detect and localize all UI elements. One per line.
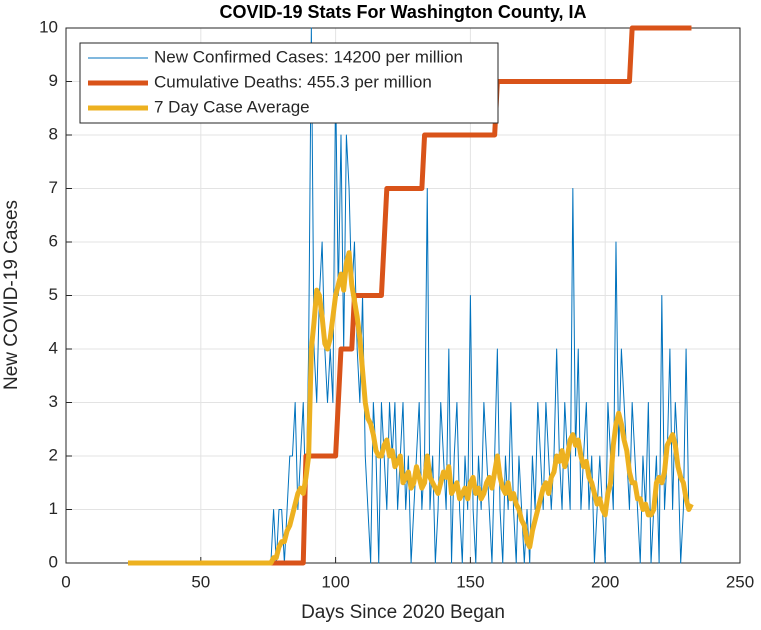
y-tick-label: 10 xyxy=(39,17,58,36)
y-tick-label: 7 xyxy=(49,178,58,197)
y-tick-label: 4 xyxy=(49,338,58,357)
y-tick-label: 9 xyxy=(49,71,58,90)
chart-title: COVID-19 Stats For Washington County, IA xyxy=(219,2,586,22)
y-tick-label: 6 xyxy=(49,231,58,250)
legend-label: New Confirmed Cases: 14200 per million xyxy=(154,47,463,66)
y-tick-label: 5 xyxy=(49,285,58,304)
legend-label: 7 Day Case Average xyxy=(154,97,310,116)
x-axis-label: Days Since 2020 Began xyxy=(301,602,505,623)
x-tick-label: 100 xyxy=(321,572,349,591)
legend-label: Cumulative Deaths: 455.3 per million xyxy=(154,72,432,91)
plot-frame xyxy=(65,27,741,564)
x-tick-label: 250 xyxy=(726,572,754,591)
y-axis-label: New COVID-19 Cases xyxy=(1,200,22,390)
y-tick-label: 3 xyxy=(49,392,58,411)
x-tick-label: 200 xyxy=(591,572,619,591)
y-tick-label: 1 xyxy=(49,499,58,518)
x-tick-label: 0 xyxy=(61,572,70,591)
y-tick-label: 0 xyxy=(49,552,58,571)
y-tick-label: 2 xyxy=(49,445,58,464)
x-tick-label: 150 xyxy=(456,572,484,591)
y-tick-label: 8 xyxy=(49,124,58,143)
series-line xyxy=(128,250,694,566)
legend-box xyxy=(79,42,499,124)
x-tick-label: 50 xyxy=(191,572,210,591)
